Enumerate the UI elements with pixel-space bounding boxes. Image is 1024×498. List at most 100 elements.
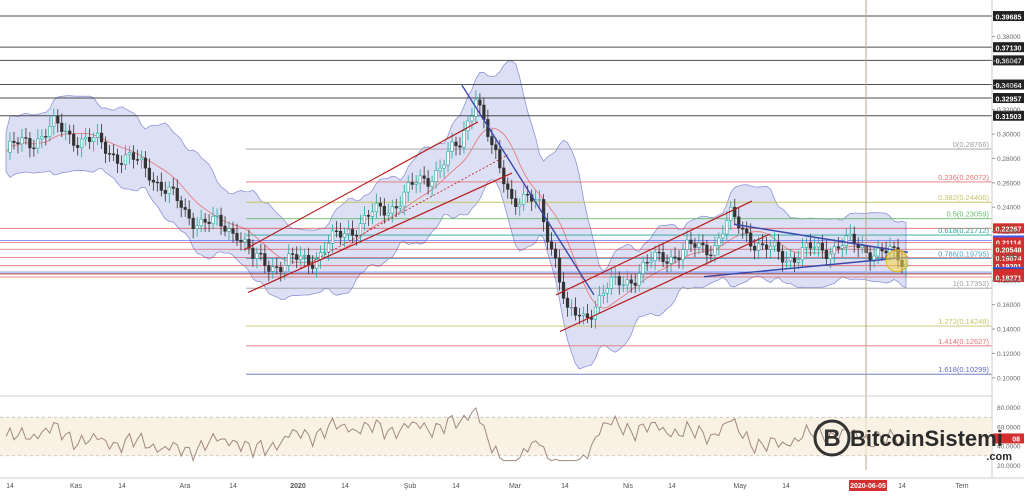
channel2-lower bbox=[559, 233, 771, 333]
candle-body bbox=[601, 292, 605, 296]
candle-body bbox=[661, 252, 665, 263]
price-level-label: 0.18271 bbox=[996, 273, 1022, 282]
logo-bitcoin-symbol: B bbox=[823, 425, 840, 452]
candle-body bbox=[374, 202, 378, 213]
candle-body bbox=[450, 141, 454, 152]
candle-body bbox=[422, 175, 426, 179]
price-level-tag bbox=[993, 252, 1024, 263]
candle-body bbox=[60, 122, 64, 132]
price-tick-label: 0.18000 bbox=[997, 278, 1021, 285]
price-tick-label: 0.24000 bbox=[997, 205, 1021, 212]
candle-body bbox=[737, 216, 741, 229]
price-level-tag bbox=[993, 42, 1024, 53]
candle-body bbox=[462, 130, 466, 148]
candle-body bbox=[733, 206, 737, 218]
candle-body bbox=[88, 137, 92, 142]
candle-body bbox=[187, 209, 191, 219]
candle-body bbox=[749, 232, 753, 247]
time-tick-label: Mar bbox=[509, 483, 522, 490]
fib-level-label: 0.786(0.19795) bbox=[938, 249, 989, 258]
candle-body bbox=[565, 297, 570, 308]
candle-body bbox=[549, 241, 554, 250]
candle-body bbox=[836, 246, 840, 249]
fib-level-label: 0.5(0.23059) bbox=[946, 210, 989, 219]
candle-body bbox=[581, 313, 586, 316]
candle-body bbox=[526, 194, 530, 196]
candle-body bbox=[143, 157, 147, 169]
candle-body bbox=[765, 244, 769, 250]
candle-body bbox=[76, 145, 80, 148]
fib-level-label: 0.382(0.24406) bbox=[938, 193, 989, 202]
candle-body bbox=[199, 218, 203, 226]
candle-body bbox=[32, 147, 36, 150]
candle-body bbox=[99, 132, 104, 143]
candle-body bbox=[518, 203, 522, 207]
bollinger-basis bbox=[5, 127, 907, 309]
time-tick-label: Nis bbox=[623, 483, 634, 490]
candle-body bbox=[251, 247, 255, 259]
candle-body bbox=[370, 211, 374, 217]
candle-body bbox=[163, 190, 167, 194]
bollinger-fill bbox=[5, 60, 907, 370]
candle-body bbox=[426, 178, 430, 187]
candle-body bbox=[729, 206, 733, 221]
time-tick-label: 14 bbox=[341, 483, 349, 490]
candle-body bbox=[362, 215, 367, 224]
candle-body bbox=[633, 282, 637, 286]
candle-body bbox=[442, 164, 446, 169]
candle-body bbox=[227, 228, 231, 232]
candle-body bbox=[800, 247, 805, 261]
candle-body bbox=[892, 246, 896, 248]
price-tick-label: 0.14000 bbox=[997, 327, 1021, 334]
price-axis[interactable]: 0.39685 0.37130 0.36047 0.34064 0.32957 0.315… bbox=[991, 0, 1024, 478]
price-level-label: 0.34064 bbox=[996, 81, 1022, 90]
candle-body bbox=[860, 245, 864, 249]
time-tick-label: 2020 bbox=[290, 483, 306, 490]
trend-drawings bbox=[243, 0, 909, 470]
time-axis[interactable]: 14 Kas 14 Ara 14 2020 14 Şub 14 Mar 14 Nis 14 May 14 20… bbox=[0, 477, 1024, 491]
price-tick-label: 0.22000 bbox=[997, 229, 1021, 236]
candle-body bbox=[382, 205, 386, 216]
candle-body bbox=[844, 235, 848, 246]
candle-body bbox=[263, 253, 267, 266]
candle-body bbox=[884, 250, 888, 254]
price-tick-label: 0.32000 bbox=[997, 107, 1021, 114]
candle-body bbox=[183, 207, 187, 210]
price-level-label: 0.37130 bbox=[996, 43, 1022, 52]
candle-body bbox=[414, 182, 418, 185]
candle-body bbox=[147, 167, 151, 181]
candle-body bbox=[207, 221, 211, 224]
candle-body bbox=[410, 182, 414, 185]
candle-body bbox=[430, 181, 434, 187]
candle-body bbox=[538, 199, 542, 201]
candle-body bbox=[689, 239, 693, 244]
time-tick-label: Tem bbox=[955, 483, 968, 490]
candle-body bbox=[665, 261, 669, 264]
candle-body bbox=[36, 138, 40, 149]
candle-body bbox=[645, 262, 649, 264]
price-tick-label: 0.10000 bbox=[997, 375, 1021, 382]
candle-body bbox=[406, 182, 410, 193]
candle-body bbox=[478, 99, 482, 106]
candle-body bbox=[299, 255, 303, 260]
candle-body bbox=[211, 215, 215, 224]
price-level-label: 0.21114 bbox=[996, 239, 1021, 248]
time-tick-label: Kas bbox=[70, 483, 83, 490]
candle-body bbox=[482, 104, 486, 120]
candle-body bbox=[677, 257, 681, 261]
price-level-label: 0.36047 bbox=[996, 57, 1022, 66]
time-tick-label: Ara bbox=[180, 483, 191, 490]
candle-body bbox=[553, 248, 558, 259]
candle-body bbox=[283, 265, 287, 273]
candle-body bbox=[119, 163, 124, 165]
price-level-label: 0.22267 bbox=[996, 225, 1022, 234]
candle-body bbox=[466, 120, 470, 132]
candle-body bbox=[28, 138, 32, 149]
watermark-logo: B BitcoinSistemi.com bbox=[813, 419, 1012, 463]
price-level-label: 0.39685 bbox=[996, 12, 1022, 21]
candle-body bbox=[649, 260, 653, 263]
candle-body bbox=[840, 245, 844, 249]
candle-body bbox=[876, 248, 880, 257]
